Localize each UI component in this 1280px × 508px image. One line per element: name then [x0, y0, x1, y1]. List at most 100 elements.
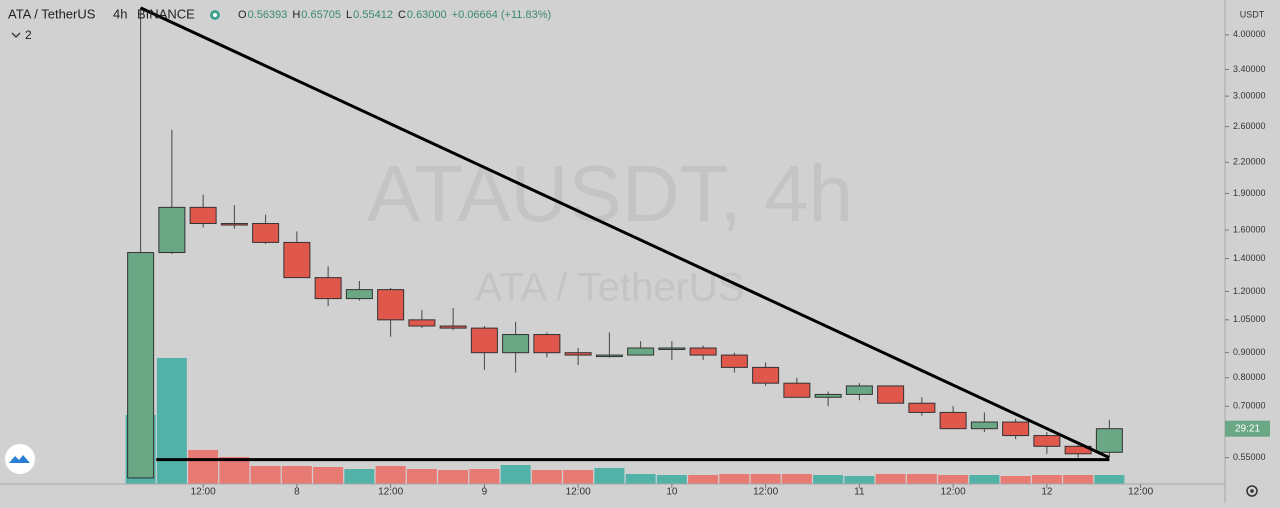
candle-body: [845, 385, 873, 395]
candle-body: [783, 382, 811, 398]
y-tick-label: 1.90000: [1233, 188, 1266, 198]
volume-bar: [656, 475, 687, 484]
candle-body: [220, 223, 248, 226]
status-dot-inner: [213, 13, 217, 17]
x-tick-label: 12:00: [191, 487, 216, 498]
candle-body: [1095, 428, 1123, 453]
candle-body: [689, 347, 717, 356]
candle-body: [752, 366, 780, 384]
candle-body: [189, 206, 217, 225]
trendline: [139, 6, 1111, 459]
indicator-count[interactable]: 2: [25, 28, 32, 42]
x-tick-label: 12:00: [941, 487, 966, 498]
watermark-sub: ATA / TetherUS: [475, 266, 744, 310]
candle-body: [470, 327, 498, 354]
ohlc-value: 0.55412: [353, 9, 393, 21]
volume-bar: [406, 469, 437, 484]
volume-bar: [625, 474, 656, 484]
y-tick-label: 2.20000: [1233, 157, 1266, 167]
volume-bar: [719, 474, 750, 484]
x-tick-label: 12: [1041, 487, 1053, 498]
x-tick-label: 12:00: [566, 487, 591, 498]
volume-bar: [688, 475, 719, 484]
volume-bar: [1031, 475, 1062, 484]
candle-body: [970, 421, 998, 430]
interval[interactable]: 4h: [113, 6, 127, 21]
volume-bar: [938, 475, 969, 484]
ohlc-label: H: [292, 9, 300, 21]
candle-body: [345, 289, 373, 300]
candle-body: [314, 277, 342, 300]
volume-bar: [156, 358, 187, 484]
volume-bar: [188, 450, 219, 484]
volume-bar: [594, 468, 625, 484]
y-tick-label: 1.05000: [1233, 314, 1266, 324]
volume-bar: [844, 476, 875, 484]
ohlc-label: L: [346, 9, 352, 21]
y-tick-label: 4.00000: [1233, 29, 1266, 39]
candle-body: [158, 206, 186, 254]
candle-body: [908, 402, 936, 413]
volume-bar: [969, 475, 1000, 484]
candle-body: [1033, 435, 1061, 447]
x-tick-label: 12:00: [1128, 487, 1153, 498]
x-tick-label: 10: [666, 487, 678, 498]
x-tick-label: 12:00: [378, 487, 403, 498]
ohlc-label: C: [398, 9, 406, 21]
countdown-tag: [1225, 420, 1270, 437]
volume-bar: [469, 469, 500, 484]
ohlc-label: O: [238, 9, 247, 21]
candle-body: [252, 223, 280, 243]
change: +0.06664 (+11.83%): [452, 9, 551, 21]
y-tick-label: 0.55000: [1233, 452, 1266, 462]
candle-body: [939, 411, 967, 430]
volume-bar: [438, 470, 469, 484]
plot-area: [125, 6, 1125, 484]
x-tick-label: 8: [294, 487, 300, 498]
volume-bar: [281, 466, 312, 484]
candle-body: [658, 347, 686, 351]
watermark: ATAUSDT, 4h: [367, 149, 853, 238]
candle-body: [720, 354, 748, 368]
settings-icon[interactable]: [1246, 485, 1258, 497]
candle-body: [439, 325, 467, 329]
candle-body: [595, 354, 623, 358]
volume-bar: [219, 457, 250, 484]
volume-bar: [1000, 476, 1031, 484]
y-tick-label: 1.40000: [1233, 253, 1266, 263]
y-tick-label: 1.20000: [1233, 286, 1266, 296]
collapse-icon[interactable]: [11, 32, 21, 38]
logo[interactable]: [9, 455, 30, 463]
y-tick-label: 2.60000: [1233, 121, 1266, 131]
volume-bar: [750, 474, 781, 484]
y-tick-label: 0.90000: [1233, 347, 1266, 357]
exchange[interactable]: BINANCE: [137, 6, 195, 21]
x-tick-label: 12:00: [753, 487, 778, 498]
header: ATA / TetherUS 4h BINANCE 2 O 0.56393 H 0.6…: [8, 6, 551, 42]
candle-body: [408, 319, 436, 327]
volume-bar: [813, 475, 844, 484]
y-tick-label: 0.70000: [1233, 401, 1266, 411]
y-tick-label: 1.60000: [1233, 224, 1266, 234]
candle-body: [283, 241, 311, 279]
volume-bar: [375, 466, 406, 484]
x-tick-label: 11: [854, 487, 865, 498]
y-tick-label: 3.40000: [1233, 64, 1266, 74]
ohlc-value: 0.65705: [301, 9, 341, 21]
ohlc-value: 0.56393: [248, 9, 288, 21]
volume-bar: [250, 466, 281, 484]
volume-bar: [1063, 475, 1094, 484]
volume-bar: [875, 474, 906, 484]
candle-body: [502, 334, 530, 354]
volume-bar: [500, 465, 531, 484]
candle-body: [127, 252, 155, 479]
countdown: 29:21: [1235, 423, 1260, 434]
symbol[interactable]: ATA / TetherUS: [8, 6, 96, 21]
ohlc-value: 0.63000: [407, 9, 447, 21]
x-tick-label: 9: [482, 487, 488, 498]
candle-body: [533, 334, 561, 354]
y-tick-label: 3.00000: [1233, 90, 1266, 100]
